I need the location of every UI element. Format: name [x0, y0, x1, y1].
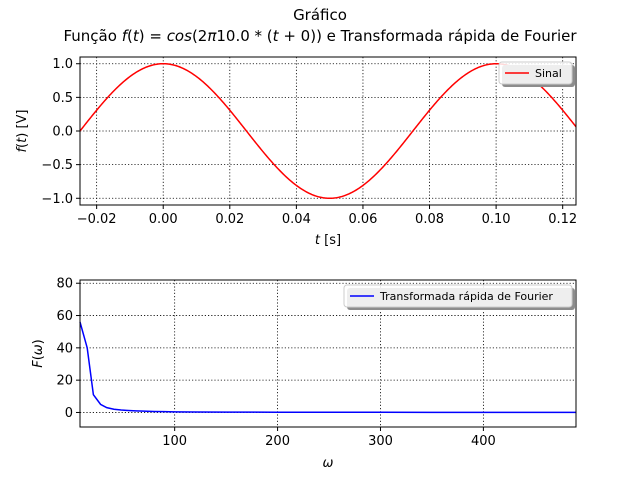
- y-tick-label: 0.5: [52, 91, 73, 106]
- x-tick-label: 400: [471, 434, 496, 449]
- y-tick-label: 1.0: [52, 57, 73, 72]
- x-tick-label: 0.10: [482, 212, 511, 227]
- y-tick-label: 0.0: [52, 125, 73, 140]
- fft-x-axis-label: ω: [323, 456, 334, 471]
- x-tick-label: 0.08: [415, 212, 444, 227]
- x-tick-label: 100: [162, 434, 187, 449]
- signal-axis-ticks: −0.02 0.00 0.02 0.04 0.06 0.08 0.10 0.12 −1.0 −0.…: [41, 57, 577, 227]
- signal-legend: Sinal: [498, 61, 575, 87]
- y-tick-label: −0.5: [41, 158, 73, 173]
- y-tick-label: 20: [56, 374, 73, 389]
- fft-axes-frame: [79, 279, 577, 428]
- signal-subplot: −0.02 0.00 0.02 0.04 0.06 0.08 0.10 0.12 −1.0 −0.…: [15, 56, 577, 248]
- figure-subtitle: Função f(t) = cos(2π10.0 * (t + 0)) e Tr…: [63, 27, 577, 45]
- y-tick-label: 40: [56, 341, 73, 356]
- signal-series-line: [79, 62, 577, 200]
- x-tick-label: 0.00: [149, 212, 178, 227]
- x-tick-label: 300: [368, 434, 393, 449]
- x-tick-label: 0.04: [282, 212, 311, 227]
- signal-x-axis-label: t [s]: [315, 233, 341, 248]
- legend-box: [498, 61, 573, 85]
- fft-axis-ticks: 100 200 300 400 0 20 40 60 80: [56, 277, 495, 449]
- y-tick-label: −1.0: [41, 192, 73, 207]
- legend-label: Sinal: [535, 67, 562, 80]
- x-tick-label: 0.02: [215, 212, 244, 227]
- fft-legend: Transformada rápida de Fourier: [343, 284, 575, 310]
- x-tick-label: 200: [265, 434, 290, 449]
- fft-series-line: [79, 321, 577, 414]
- signal-axes-frame: [79, 56, 577, 206]
- fft-subplot: 100 200 300 400 0 20 40 60 80 ω F(ω) Transformad…: [31, 277, 577, 471]
- legend-box: [343, 284, 573, 308]
- x-tick-label: −0.02: [77, 212, 117, 227]
- figure-title: Gráfico: [293, 6, 347, 24]
- x-tick-label: 0.12: [548, 212, 577, 227]
- legend-label: Transformada rápida de Fourier: [379, 290, 553, 303]
- signal-y-axis-label: f(t) [V]: [15, 109, 30, 152]
- y-tick-label: 80: [56, 277, 73, 292]
- y-tick-label: 0: [65, 406, 73, 421]
- fft-y-axis-label: F(ω): [31, 339, 46, 368]
- y-tick-label: 60: [56, 309, 73, 324]
- x-tick-label: 0.06: [348, 212, 377, 227]
